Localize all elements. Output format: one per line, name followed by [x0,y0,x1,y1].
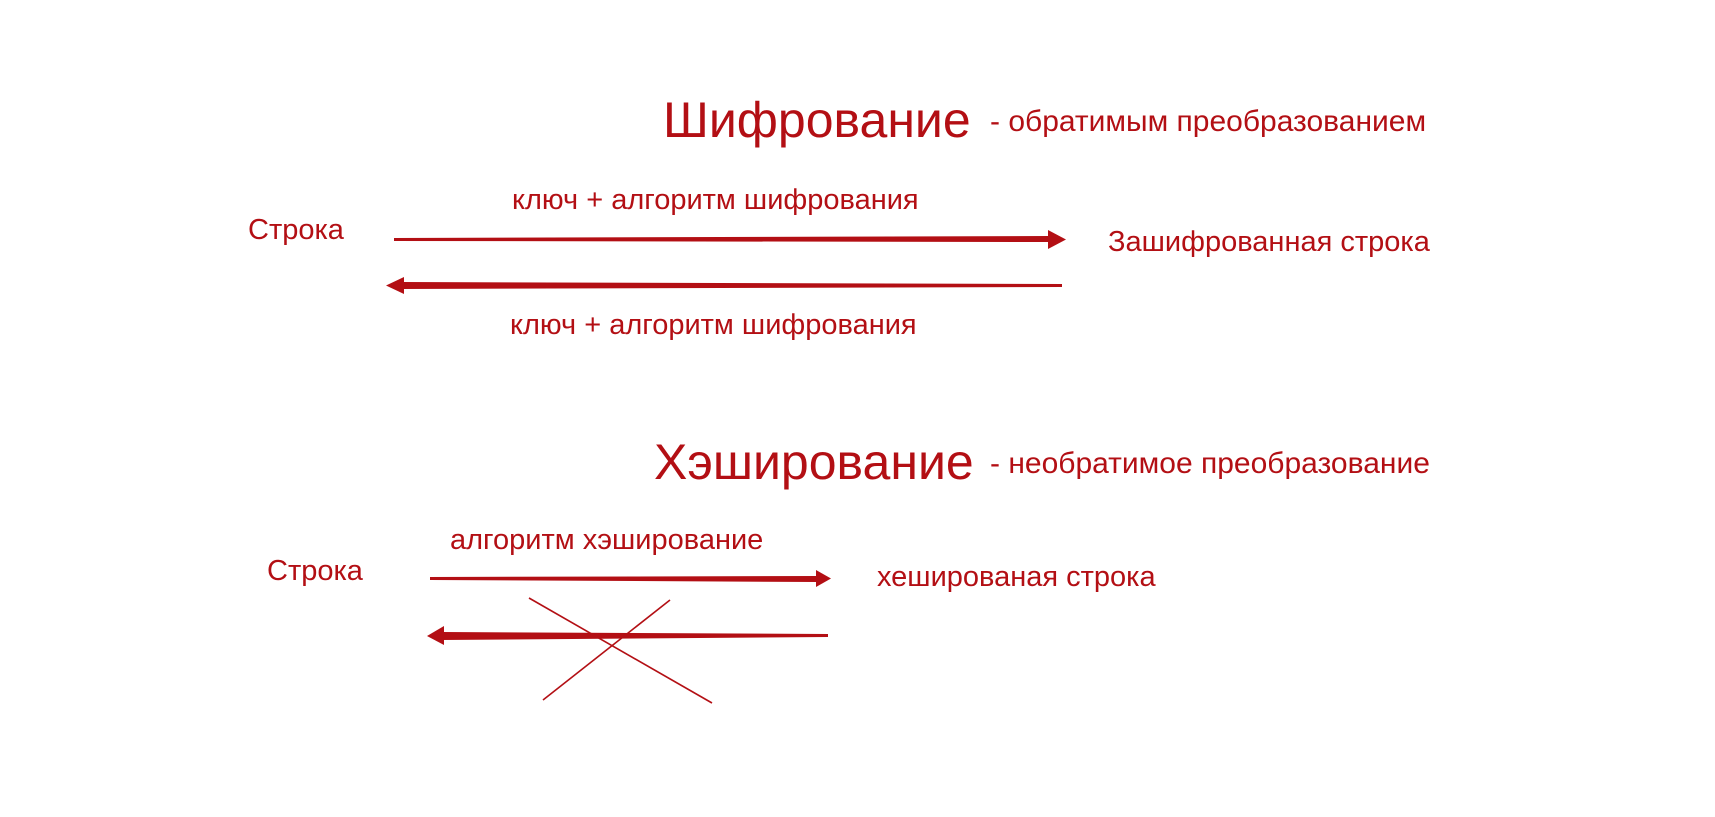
encryption-source-label: Строка [248,214,344,246]
encryption-backward-label: ключ + алгоритм шифрования [510,309,917,341]
hashing-subtitle: - необратимое преобразование [990,447,1430,480]
encryption-target-label: Зашифрованная строка [1108,226,1430,258]
hashing-target-label: хешированая строка [877,561,1156,593]
hashing-source-label: Строка [267,555,363,587]
hashing-forward-label: алгоритм хэширование [450,524,764,556]
cross-out-mark [528,597,713,704]
hashing-reverse-arrow [427,626,828,645]
hashing-title: Хэширование [654,434,974,490]
encryption-forward-arrow [394,230,1066,249]
encryption-title: Шифрование [663,92,971,148]
encryption-subtitle: - обратимым преобразованием [990,105,1427,138]
encryption-backward-arrow [386,277,1062,294]
hashing-forward-arrow [430,570,831,587]
encryption-forward-label: ключ + алгоритм шифрования [512,184,919,216]
